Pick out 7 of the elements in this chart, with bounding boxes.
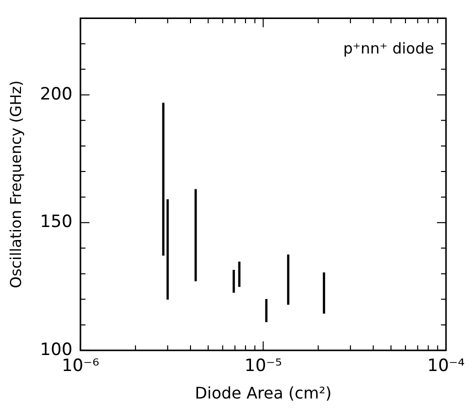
y-tick-label: 200 [40,84,72,104]
x-axis-title: Diode Area (cm²) [194,384,332,403]
y-axis-title: Oscillation Frequency (GHz) [6,80,25,288]
annotation: p⁺nn⁺ diode [343,40,434,58]
x-tick-label: 10⁻⁵ [244,356,282,376]
x-tick-label: 10⁻⁴ [427,356,465,376]
y-tick-label: 150 [40,212,72,232]
